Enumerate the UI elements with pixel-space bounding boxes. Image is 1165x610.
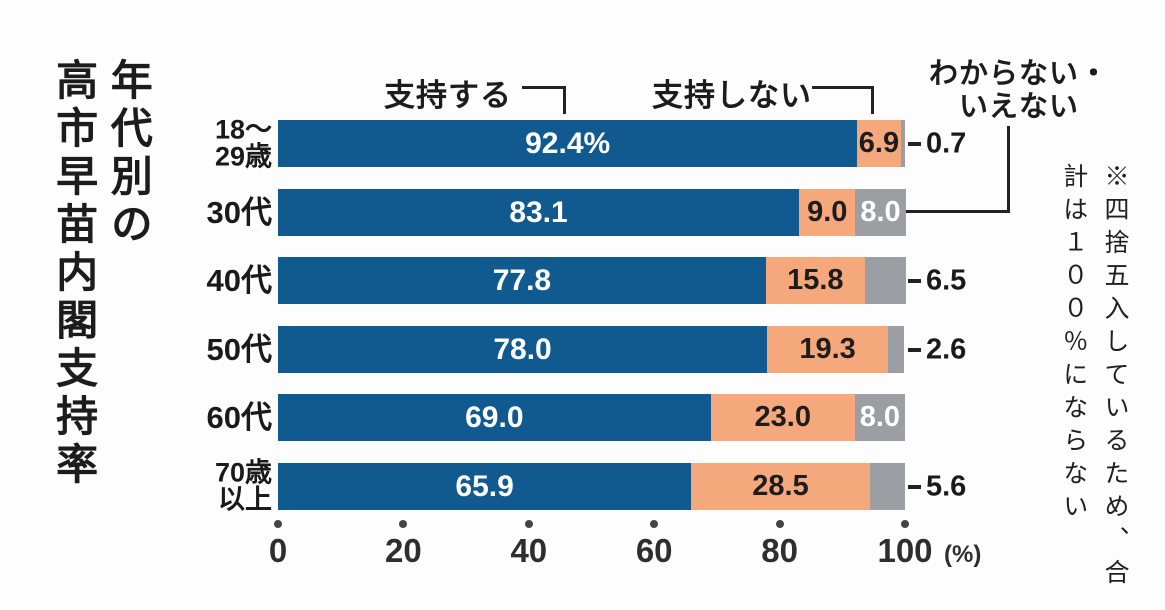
category-label: 18〜 29歳 bbox=[118, 113, 272, 172]
bar-value-not_support: 6.9 bbox=[858, 127, 900, 159]
bar-row-3: 40代 77.8 15.8 6.5 bbox=[0, 257, 1165, 304]
bar-segment-unknown: 8.0 bbox=[854, 394, 905, 441]
leader-dash bbox=[908, 347, 921, 352]
category-label: 40代 bbox=[118, 265, 272, 297]
bar-value-not_support: 19.3 bbox=[799, 333, 856, 365]
category-label-line: 以上 bbox=[218, 484, 272, 515]
axis-tick-dot bbox=[524, 520, 533, 528]
bar-segment-support: 92.4% bbox=[278, 120, 858, 167]
category-label-line: 60代 bbox=[206, 399, 272, 435]
category-label: 60代 bbox=[118, 402, 272, 434]
category-label-line: 29歳 bbox=[214, 141, 272, 172]
axis-tick-label: 60 bbox=[635, 532, 673, 569]
bar-segment-not_support: 15.8 bbox=[765, 257, 865, 304]
bar-value-support: 69.0 bbox=[465, 400, 524, 434]
chart-title-line-2: 高市早苗内閣支持率 bbox=[50, 58, 98, 490]
bar-segment-support: 83.1 bbox=[278, 189, 800, 236]
category-label-line: 70歳 bbox=[214, 456, 272, 487]
category-label: 70歳 以上 bbox=[118, 456, 272, 515]
bar-row-4: 50代 78.0 19.3 2.6 bbox=[0, 326, 1165, 373]
chart-title-line-1: 年代別の bbox=[105, 58, 153, 250]
chart-title: 年代別の 高市早苗内閣支持率 bbox=[46, 58, 155, 538]
bar-row-2: 30代 83.1 9.0 8.0 bbox=[0, 189, 1165, 236]
bar-value-support: 65.9 bbox=[455, 469, 514, 503]
bar-value-support: 78.0 bbox=[493, 332, 552, 366]
footnote: ※四捨五入しているため、合計は１００％にならない bbox=[1059, 163, 1128, 592]
axis-tick-label: 80 bbox=[761, 532, 798, 569]
category-label-line: 50代 bbox=[206, 331, 272, 367]
axis-tick-label: 0 bbox=[268, 532, 288, 569]
legend-unknown-line-1: わからない・ bbox=[928, 58, 1109, 90]
bar-value-support: 77.8 bbox=[492, 263, 552, 297]
axis-tick-label: 100 bbox=[877, 532, 933, 569]
bar-segment-not_support: 28.5 bbox=[691, 463, 870, 510]
bar-value-unknown-outside: 6.5 bbox=[926, 264, 967, 296]
bar-value-unknown: 8.0 bbox=[860, 196, 901, 228]
category-label: 50代 bbox=[118, 334, 272, 366]
category-label-line: 18〜 bbox=[214, 113, 272, 144]
legend-not-support-connector bbox=[812, 86, 874, 114]
axis-tick-dot bbox=[399, 520, 408, 528]
bar-value-not_support: 23.0 bbox=[754, 401, 811, 433]
bar-segment-not_support: 9.0 bbox=[799, 189, 856, 236]
legend-support-connector bbox=[522, 86, 566, 114]
bar-segment-unknown bbox=[864, 257, 906, 304]
bar-segment-not_support: 23.0 bbox=[710, 394, 855, 441]
axis-tick-label: 40 bbox=[510, 532, 548, 569]
category-label: 30代 bbox=[118, 197, 272, 229]
axis-unit-label: (%) bbox=[944, 541, 982, 568]
legend-unknown-connector bbox=[906, 126, 1010, 213]
bar-segment-unknown: 8.0 bbox=[855, 189, 906, 236]
bar-segment-not_support: 6.9 bbox=[857, 120, 901, 167]
axis-tick-label: 20 bbox=[385, 532, 422, 569]
bar-value-support: 83.1 bbox=[509, 195, 568, 229]
leader-dash bbox=[908, 141, 921, 146]
legend-support-label: 支持する bbox=[384, 78, 512, 113]
bar-value-unknown-outside: 5.6 bbox=[926, 470, 967, 502]
legend-unknown-label: わからない・ いえない bbox=[928, 58, 1110, 125]
bar-segment-support: 78.0 bbox=[278, 326, 768, 373]
axis-tick-dot bbox=[650, 520, 659, 528]
bar-value-unknown: 8.0 bbox=[859, 401, 901, 433]
bar-segment-unknown bbox=[900, 120, 905, 167]
bar-value-unknown-outside: 2.6 bbox=[926, 333, 967, 365]
category-label-line: 30代 bbox=[206, 194, 272, 230]
bar-segment-unknown bbox=[888, 326, 905, 373]
bar-segment-support: 65.9 bbox=[278, 463, 692, 510]
bar-value-not_support: 9.0 bbox=[807, 196, 848, 228]
leader-dash bbox=[908, 484, 921, 489]
bar-segment-unknown bbox=[869, 463, 905, 510]
bar-row-6: 70歳 以上 65.9 28.5 5.6 bbox=[0, 458, 1165, 513]
bar-row-1: 18〜 29歳 92.4% 6.9 0.7 bbox=[0, 115, 1165, 170]
bar-segment-not_support: 19.3 bbox=[767, 326, 889, 373]
leader-dash bbox=[908, 278, 921, 283]
legend-unknown-line-2: いえない bbox=[958, 91, 1079, 124]
bar-row-5: 60代 69.0 23.0 8.0 bbox=[0, 394, 1165, 441]
bar-value-not_support: 28.5 bbox=[752, 470, 809, 502]
bar-segment-support: 69.0 bbox=[278, 394, 711, 441]
bar-segment-support: 77.8 bbox=[278, 257, 766, 304]
axis-tick-dot bbox=[901, 520, 909, 528]
bar-value-not_support: 15.8 bbox=[787, 264, 844, 296]
axis-tick-dot bbox=[775, 520, 784, 528]
bar-value-support: 92.4% bbox=[525, 126, 611, 160]
legend-not-support-label: 支持しない bbox=[652, 78, 812, 113]
bar-value-unknown-outside: 0.7 bbox=[926, 127, 967, 159]
axis-tick-dot bbox=[274, 520, 282, 528]
category-label-line: 40代 bbox=[206, 262, 272, 298]
